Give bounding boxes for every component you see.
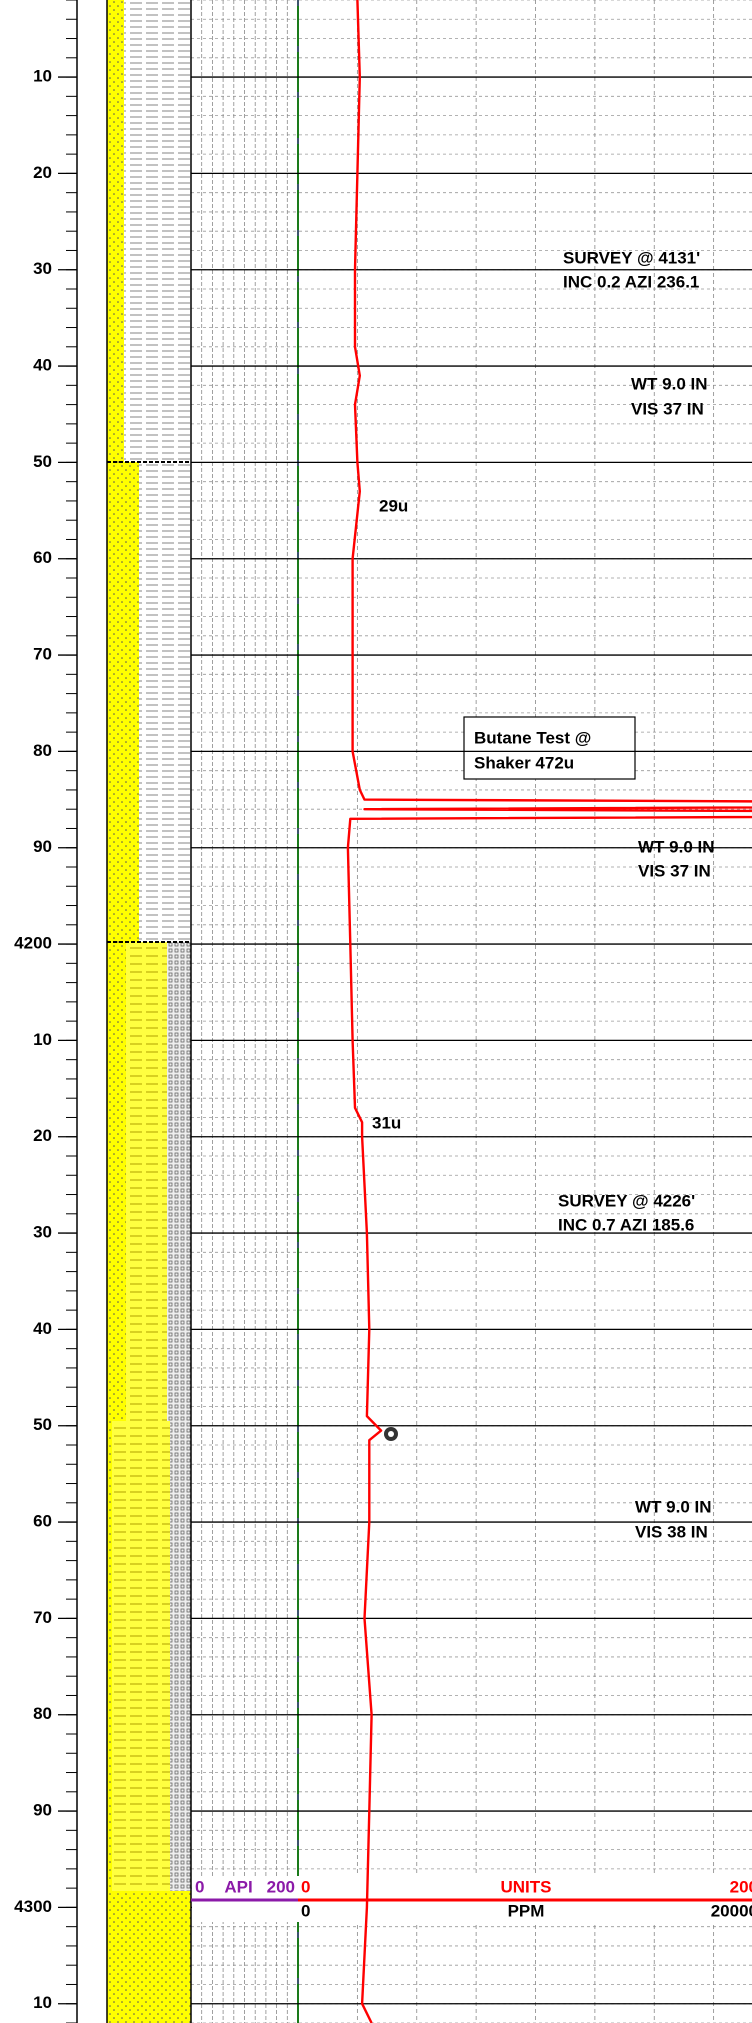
depth-label: 30 — [33, 1223, 52, 1242]
annotation: SURVEY @ 4131' — [563, 248, 700, 267]
annotation: VIS 37 IN — [631, 399, 704, 418]
depth-label: 50 — [33, 452, 52, 471]
depth-label: 60 — [33, 1512, 52, 1531]
annotation: WT 9.0 IN — [638, 837, 715, 856]
gas-min: 0 — [301, 1877, 310, 1896]
annotation: WT 9.0 IN — [631, 374, 708, 393]
gas-label: UNITS — [501, 1877, 552, 1896]
api-max: 200 — [267, 1877, 295, 1896]
depth-label: 20 — [33, 163, 52, 182]
annotation: 31u — [372, 1113, 401, 1132]
depth-label: 10 — [33, 1030, 52, 1049]
ppm-label: PPM — [508, 1901, 545, 1920]
marker-icon — [384, 1427, 398, 1441]
depth-label: 90 — [33, 837, 52, 856]
annotation: WT 9.0 IN — [635, 1497, 712, 1516]
annotation: VIS 37 IN — [638, 861, 711, 880]
annotation: Shaker 472u — [474, 753, 574, 772]
ppm-max: 20000 — [711, 1901, 752, 1920]
depth-label: 30 — [33, 259, 52, 278]
depth-label: 70 — [33, 1608, 52, 1627]
depth-label: 4200 — [14, 934, 52, 953]
gas-max: 200 — [730, 1877, 752, 1896]
depth-label: 90 — [33, 1801, 52, 1820]
depth-label: 4300 — [14, 1897, 52, 1916]
depth-label: 50 — [33, 1415, 52, 1434]
depth-label: 60 — [33, 548, 52, 567]
gas-curve — [346, 0, 752, 2023]
annotation-box — [463, 716, 636, 780]
depth-label: 40 — [33, 356, 52, 375]
annotation: INC 0.2 AZI 236.1 — [563, 272, 699, 291]
ppm-min: 0 — [301, 1901, 310, 1920]
depth-label: 80 — [33, 1704, 52, 1723]
annotation: SURVEY @ 4226' — [558, 1191, 695, 1210]
depth-label: 70 — [33, 645, 52, 664]
api-min: 0 — [195, 1877, 204, 1896]
depth-label: 10 — [33, 1993, 52, 2012]
grid — [66, 0, 752, 2023]
annotation: 29u — [379, 496, 408, 515]
annotation: Butane Test @ — [474, 728, 591, 747]
lithology — [107, 0, 191, 2023]
annotation: INC 0.7 AZI 185.6 — [558, 1215, 694, 1234]
annotation: VIS 38 IN — [635, 1522, 708, 1541]
depth-label: 40 — [33, 1319, 52, 1338]
api-label: API — [224, 1877, 252, 1896]
depth-label: 20 — [33, 1126, 52, 1145]
depth-label: 10 — [33, 67, 52, 86]
depth-label: 80 — [33, 741, 52, 760]
